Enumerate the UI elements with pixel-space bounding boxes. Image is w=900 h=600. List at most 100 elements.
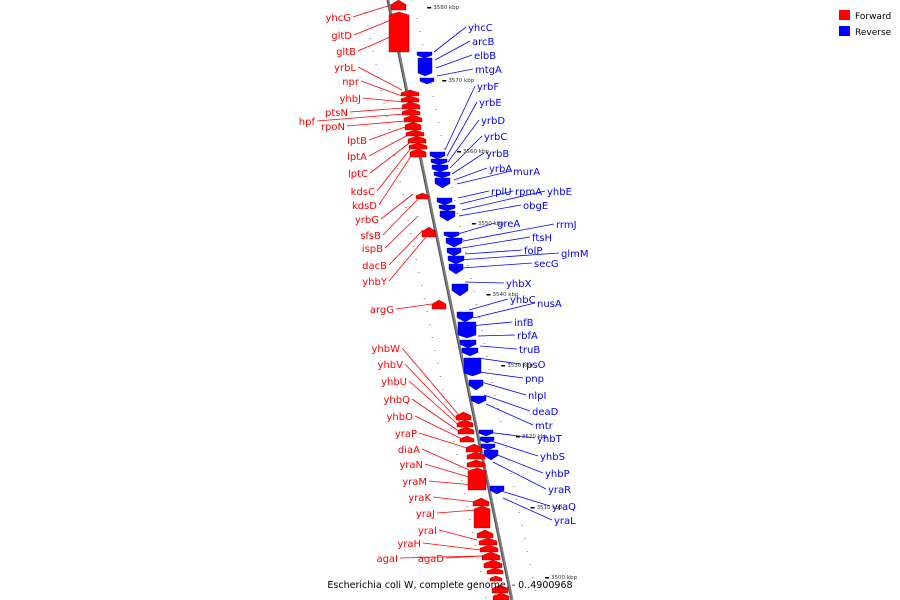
- gene-label: rpoN: [321, 122, 345, 133]
- gene-feature-reverse: [430, 158, 448, 166]
- gene-label: yrbL: [334, 63, 356, 74]
- axis-dot: [478, 317, 480, 318]
- axis-dot: [486, 356, 488, 357]
- gene-forward-ispb: ispB: [362, 215, 419, 255]
- gene-reverse-mura: murA: [456, 167, 540, 185]
- leader-line: [472, 302, 536, 319]
- gene-feature-forward: [466, 459, 486, 468]
- gene-label: obgE: [523, 201, 548, 212]
- gene-forward-hpf: hpf: [299, 113, 405, 128]
- gene-label: yraM: [402, 477, 427, 488]
- tick-mark: [427, 7, 432, 9]
- leader-line: [424, 463, 473, 479]
- leader-line: [428, 480, 475, 486]
- leader-line: [349, 107, 404, 113]
- leader-line: [464, 249, 523, 255]
- axis-dot: [369, 38, 372, 39]
- gene-feature-reverse: [468, 379, 484, 391]
- leader-line: [457, 190, 490, 199]
- gene-label: greA: [497, 219, 520, 230]
- gene-feature-forward: [467, 467, 487, 491]
- leader-line: [502, 497, 553, 521]
- gene-label: murA: [513, 167, 540, 178]
- leader-line: [497, 489, 551, 507]
- gene-feature-forward: [400, 89, 420, 97]
- tick-label: 3570 kbp: [448, 78, 474, 84]
- gene-reverse-rpso: rpsO: [477, 357, 546, 371]
- leader-line: [453, 167, 488, 181]
- axis-dot: [442, 389, 444, 390]
- gene-forward-lptc: lptC: [348, 140, 413, 180]
- gene-feature-forward: [491, 584, 509, 594]
- axis-dot: [485, 597, 487, 598]
- leader-line: [411, 398, 464, 435]
- gene-forward-npr: npr: [342, 77, 403, 97]
- axis-dot: [518, 512, 521, 513]
- axis-dot: [439, 376, 442, 377]
- gene-feature-reverse: [457, 321, 477, 339]
- leader-line: [444, 85, 476, 151]
- tick-mark: [530, 507, 535, 509]
- gene-forward-yrah: yraH: [397, 539, 482, 551]
- leader-line: [449, 135, 483, 169]
- leader-line: [368, 125, 409, 141]
- leader-line: [468, 298, 509, 311]
- leader-line: [414, 415, 465, 441]
- gene-forward-yhbw: yhbW: [372, 344, 459, 415]
- leader-line: [316, 113, 405, 122]
- axis-dot: [426, 311, 428, 312]
- gene-forward-sfsb: sfsB: [360, 199, 418, 242]
- axis-dot: [391, 142, 393, 143]
- leader-line: [485, 403, 534, 426]
- gene-feature-forward: [409, 148, 427, 158]
- gene-label: yraI: [418, 526, 437, 537]
- legend-reverse-swatch: [839, 26, 850, 36]
- gene-feature-reverse: [431, 164, 449, 173]
- gene-forward-yraj: yraJ: [416, 509, 477, 520]
- gene-reverse-yhbe: yhbE: [461, 187, 572, 211]
- gene-feature-forward: [431, 299, 447, 310]
- gene-forward-yhbv: yhbV: [378, 360, 461, 423]
- axis-dot: [459, 226, 461, 227]
- gene-label: yhbP: [545, 469, 570, 480]
- axis-dot: [469, 519, 471, 520]
- gene-reverse-dead: deaD: [483, 394, 559, 418]
- axis-dot: [507, 460, 510, 461]
- gene-label: yraP: [395, 429, 417, 440]
- gene-feature-forward: [492, 592, 510, 600]
- gene-label: yrbA: [489, 164, 512, 175]
- gene-feature-forward: [455, 411, 472, 421]
- gene-label: deaD: [532, 407, 559, 418]
- axis-dot: [510, 473, 513, 474]
- leader-line: [480, 381, 527, 396]
- gene-label: sfsB: [360, 231, 381, 242]
- gene-features: [388, 0, 510, 600]
- gene-reverse-nlpi: nlpI: [480, 381, 546, 402]
- tick-mark: [471, 223, 476, 225]
- tick-mark: [486, 294, 491, 296]
- gene-label: yhbW: [372, 344, 401, 355]
- gene-label: yrbE: [479, 98, 502, 109]
- gene-reverse-nusa: nusA: [472, 299, 562, 319]
- leader-line: [388, 229, 424, 266]
- gene-label: yrbD: [481, 116, 505, 127]
- gene-label: arcB: [472, 37, 495, 48]
- leader-line: [378, 152, 414, 206]
- gene-forward-diaa: diaA: [398, 445, 470, 471]
- gene-label: yhbU: [381, 377, 407, 388]
- axis-dot: [456, 213, 459, 214]
- gene-reverse-yhbc: yhbC: [468, 295, 536, 311]
- gene-label: yhbY: [362, 277, 388, 288]
- axis-dot: [419, 31, 421, 32]
- leader-line: [421, 448, 470, 471]
- gene-feature-forward: [415, 192, 430, 200]
- gene-reverse-yraq: yraQ: [497, 489, 576, 513]
- leader-line: [436, 509, 477, 514]
- leader-line: [357, 33, 398, 52]
- gene-label: infB: [514, 318, 534, 329]
- gene-reverse-obge: obgE: [458, 201, 548, 217]
- leader-line: [434, 40, 471, 61]
- leader-line: [469, 321, 513, 327]
